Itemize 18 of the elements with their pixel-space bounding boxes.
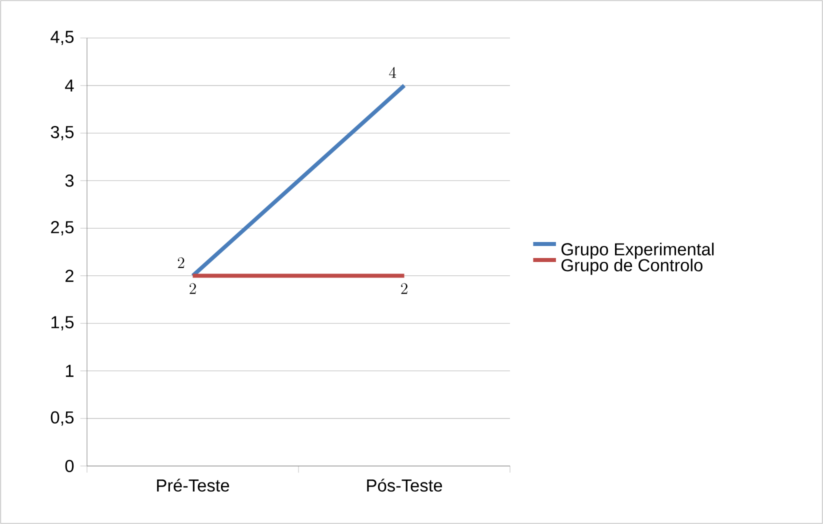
legend-label: Grupo de Controlo <box>562 258 702 275</box>
legend-label: Grupo Experimental <box>562 242 714 259</box>
y-tick-label: 3 <box>65 174 74 187</box>
y-tick-label: 2,5 <box>51 221 74 236</box>
y-tick-label: 4 <box>65 80 74 92</box>
x-tick-label: Pós-Teste <box>367 478 442 492</box>
data-label: 2 <box>178 257 184 268</box>
data-label: 4 <box>389 66 396 78</box>
data-label: 2 <box>401 283 408 294</box>
y-tick-label: 3,5 <box>50 126 74 140</box>
y-tick-label: 0,5 <box>50 411 74 426</box>
y-tick-label: 1 <box>66 364 74 377</box>
y-tick-label: 2 <box>66 270 74 282</box>
y-tick-label: 0 <box>65 460 74 472</box>
y-tick-label: 1,5 <box>52 316 74 330</box>
data-label: 2 <box>190 283 196 294</box>
y-tick-label: 4,5 <box>50 30 74 46</box>
x-tick-label: Pré-Teste <box>157 478 230 492</box>
